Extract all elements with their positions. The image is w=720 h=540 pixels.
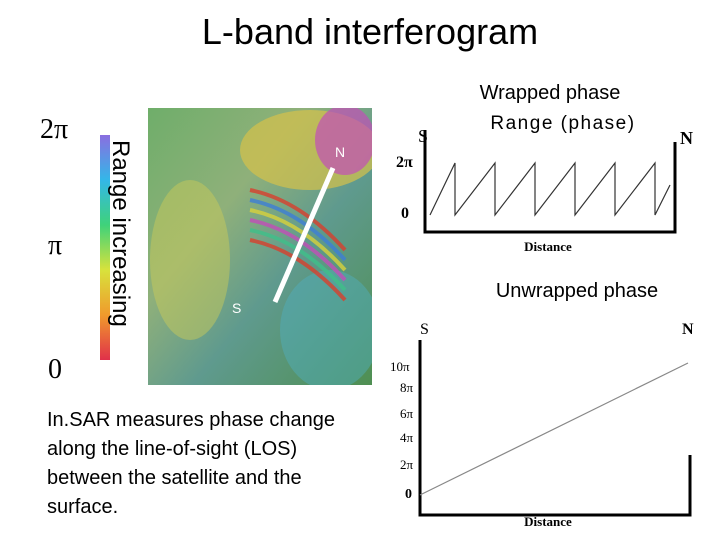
colorbar-caption: Range increasing bbox=[107, 140, 134, 327]
axis-label: Distance bbox=[524, 239, 572, 254]
body-line: surface. bbox=[47, 496, 118, 518]
axis-label: Distance bbox=[524, 514, 572, 529]
axis-end: S bbox=[418, 126, 428, 146]
colorbar-label: 2π bbox=[40, 114, 68, 145]
colorbar-label: π bbox=[48, 230, 62, 261]
y-tick-label: 2π bbox=[400, 457, 414, 472]
colorbar-label: 0 bbox=[48, 354, 62, 385]
sawtooth bbox=[429, 161, 671, 217]
y-tick-label: 8π bbox=[400, 380, 414, 395]
body-line: between the satellite and the bbox=[47, 467, 302, 489]
y-tick-label: 0 bbox=[401, 205, 409, 222]
image-label: S bbox=[232, 300, 241, 316]
slide-title: L-band interferogram bbox=[202, 11, 538, 52]
body-line: In.SAR measures phase change bbox=[47, 409, 335, 431]
y-tick-label: 6π bbox=[400, 406, 414, 421]
y-tick-label: 10π bbox=[390, 359, 410, 374]
y-tick-label: 0 bbox=[405, 487, 412, 502]
axis-end: N bbox=[682, 321, 694, 338]
axis-end: S bbox=[420, 321, 429, 338]
interferogram: N S bbox=[148, 108, 372, 385]
body-line: along the line-of-sight (LOS) bbox=[47, 438, 297, 460]
ramp bbox=[419, 362, 689, 496]
plot-title: Unwrapped phase bbox=[496, 280, 658, 302]
y-tick-label: 2π bbox=[396, 154, 413, 171]
plot-title: Wrapped phase bbox=[480, 82, 621, 104]
axis-label: Range (phase) bbox=[490, 113, 635, 134]
y-tick-label: 4π bbox=[400, 430, 414, 445]
colorbar bbox=[100, 135, 110, 360]
axis-end: N bbox=[680, 128, 693, 148]
axes bbox=[418, 340, 692, 517]
image-label: N bbox=[335, 144, 345, 160]
axes bbox=[423, 130, 677, 234]
